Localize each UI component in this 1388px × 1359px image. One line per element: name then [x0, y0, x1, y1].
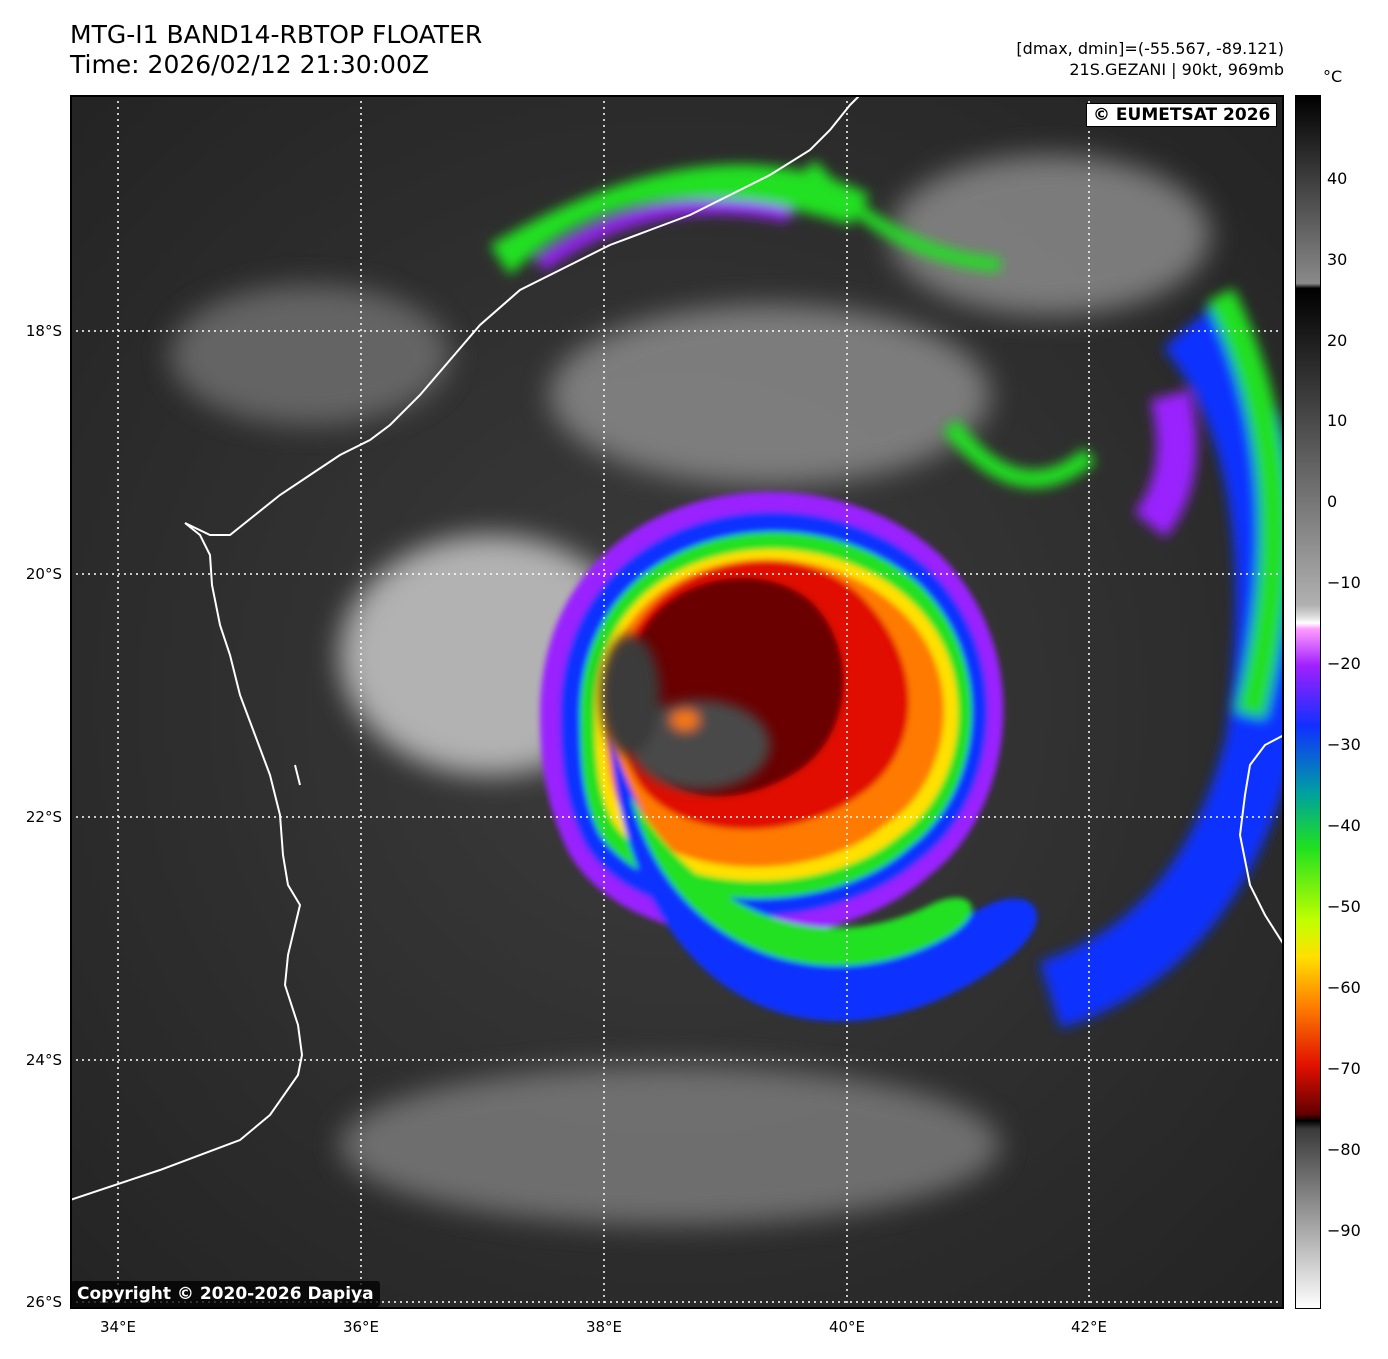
outer-rainbands	[490, 160, 1284, 1029]
colorbar-tick-minus10: −10	[1327, 573, 1361, 592]
colorbar-tick-30: 30	[1327, 250, 1348, 269]
lon-label-42e: 42°E	[1070, 1318, 1108, 1336]
lon-label-34e: 34°E	[99, 1318, 137, 1336]
satellite-map	[70, 95, 1284, 1309]
lat-label-26s: 26°S	[25, 1293, 62, 1311]
colorbar	[1295, 95, 1321, 1309]
lat-label-24s: 24°S	[25, 1051, 62, 1069]
lat-label-20s: 20°S	[25, 565, 62, 583]
eumetsat-badge: © EUMETSAT 2026	[1086, 103, 1278, 127]
title-line-1: MTG-I1 BAND14-RBTOP FLOATER	[70, 20, 483, 49]
colorbar-tick-minus90: −90	[1327, 1221, 1361, 1240]
title-line-2: Time: 2026/02/12 21:30:00Z	[70, 50, 429, 79]
lon-label-40e: 40°E	[828, 1318, 866, 1336]
chart-title: MTG-I1 BAND14-RBTOP FLOATER Time: 2026/0…	[70, 20, 482, 80]
colorbar-tick-20: 20	[1327, 331, 1348, 350]
storm-text: 21S.GEZANI | 90kt, 969mb	[1069, 60, 1284, 79]
coastline	[70, 95, 1284, 1201]
colorbar-tick-40: 40	[1327, 169, 1348, 188]
lat-label-22s: 22°S	[25, 808, 62, 826]
colorbar-tick-minus20: −20	[1327, 654, 1361, 673]
map-frame	[70, 95, 1284, 1309]
lon-label-38e: 38°E	[585, 1318, 623, 1336]
colorbar-tick-minus80: −80	[1327, 1140, 1361, 1159]
colorbar-tick-minus50: −50	[1327, 897, 1361, 916]
storm-info: [dmax, dmin]=(-55.567, -89.121) 21S.GEZA…	[1016, 38, 1284, 80]
colorbar-tick-10: 10	[1327, 411, 1348, 430]
colorbar-tick-0: 0	[1327, 492, 1338, 511]
colorbar-tick-minus30: −30	[1327, 735, 1361, 754]
stats-text: [dmax, dmin]=(-55.567, -89.121)	[1016, 39, 1284, 58]
lon-label-36e: 36°E	[342, 1318, 380, 1336]
colorbar-unit: °C	[1323, 67, 1343, 86]
colorbar-tick-minus60: −60	[1327, 978, 1361, 997]
colorbar-tick-minus70: −70	[1327, 1059, 1361, 1078]
dapiya-copyright: Copyright © 2020-2026 Dapiya	[71, 1281, 380, 1307]
gridlines	[70, 95, 1284, 1309]
eye-region	[600, 635, 770, 790]
lat-label-18s: 18°S	[25, 322, 62, 340]
colorbar-tick-minus40: −40	[1327, 816, 1361, 835]
